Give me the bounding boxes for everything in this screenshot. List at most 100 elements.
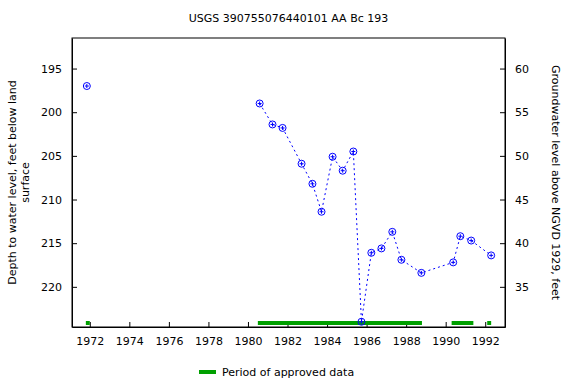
marker-cross	[419, 271, 423, 275]
x-tick: 1978	[195, 322, 223, 348]
y2-tick: 50	[500, 150, 529, 163]
marker-cross	[369, 251, 373, 255]
marker-circle	[468, 237, 475, 244]
y2-tick: 45	[500, 194, 529, 207]
data-point	[398, 256, 405, 263]
x-tick-mark	[248, 322, 249, 327]
approved-period	[487, 321, 491, 325]
data-point	[450, 259, 457, 266]
marker-circle	[368, 249, 375, 256]
data-point	[389, 228, 396, 235]
data-point	[279, 124, 286, 131]
y2-tick: 60	[500, 63, 529, 76]
x-tick-mark	[208, 322, 209, 327]
y-tick-mark	[72, 112, 77, 113]
data-point	[488, 252, 495, 259]
x-tick-label: 1984	[314, 335, 342, 348]
marker-circle	[256, 100, 263, 107]
data-point	[457, 233, 464, 240]
marker-circle	[318, 208, 325, 215]
marker-cross	[281, 126, 285, 130]
y-axis-title: Depth to water level, feet below land	[6, 80, 19, 285]
data-point	[378, 245, 385, 252]
x-tick: 1982	[274, 322, 302, 348]
marker-cross	[469, 239, 473, 243]
marker-cross	[458, 234, 462, 238]
marker-circle	[488, 252, 495, 259]
marker-cross	[320, 210, 324, 214]
approved-period	[86, 321, 90, 325]
y-tick: 220	[41, 281, 77, 294]
marker-circle	[350, 148, 357, 155]
y2-tick-mark	[500, 112, 505, 113]
y-axis-line	[72, 39, 73, 328]
y-axis-title: surface	[19, 162, 32, 203]
y-tick-mark	[72, 243, 77, 244]
legend-swatch	[199, 370, 216, 374]
x-tick: 1980	[234, 322, 262, 348]
x-tick: 1984	[314, 322, 342, 348]
x-tick: 1972	[76, 322, 104, 348]
y2-tick-mark	[500, 287, 505, 288]
marker-cross	[489, 253, 493, 257]
marker-cross	[351, 150, 355, 154]
x-tick: 1988	[393, 322, 421, 348]
data-point	[256, 100, 263, 107]
approved-period	[258, 321, 422, 325]
x-tick: 1986	[353, 322, 381, 348]
marker-cross	[270, 122, 274, 126]
marker-cross	[399, 258, 403, 262]
y-tick-mark	[72, 69, 77, 70]
y2-tick: 40	[500, 237, 529, 250]
data-point	[350, 148, 357, 155]
y-tick-mark	[72, 200, 77, 201]
y-tick-label: 215	[41, 237, 62, 250]
data-point	[318, 208, 325, 215]
y2-tick-label: 50	[515, 150, 529, 163]
x-tick-label: 1988	[393, 335, 421, 348]
y2-axis-line	[505, 39, 506, 328]
x-tick-mark	[129, 322, 130, 327]
marker-cross	[258, 101, 262, 105]
y2-tick-mark	[500, 243, 505, 244]
y-tick: 205	[41, 150, 77, 163]
marker-cross	[300, 162, 304, 166]
y2-tick: 55	[500, 106, 529, 119]
marker-circle	[457, 233, 464, 240]
x-tick-label: 1976	[155, 335, 183, 348]
y-tick: 200	[41, 106, 77, 119]
y2-tick-label: 40	[515, 237, 529, 250]
x-tick-label: 1992	[472, 335, 500, 348]
data-point	[329, 153, 336, 160]
x-axis-line	[73, 327, 506, 328]
marker-circle	[329, 153, 336, 160]
title: USGS 390755076440101 AA Bc 193	[189, 12, 388, 25]
marker-cross	[390, 230, 394, 234]
plot-area	[83, 83, 494, 326]
x-tick-label: 1978	[195, 335, 223, 348]
marker-circle	[378, 245, 385, 252]
y2-tick-mark	[500, 200, 505, 201]
marker-circle	[309, 180, 316, 187]
marker-cross	[379, 246, 383, 250]
marker-circle	[269, 121, 276, 128]
y-tick: 195	[41, 63, 77, 76]
y-tick-mark	[72, 287, 77, 288]
x-tick-mark	[90, 322, 91, 327]
y-tick-label: 205	[41, 150, 62, 163]
y2-axis-title: Groundwater level above NGVD 1929, feet	[549, 65, 562, 301]
legend-label: Period of approved data	[222, 366, 354, 379]
marker-cross	[85, 84, 89, 88]
marker-cross	[451, 260, 455, 264]
y2-tick: 35	[500, 281, 529, 294]
marker-circle	[418, 269, 425, 276]
y2-tick-label: 60	[515, 63, 529, 76]
y2-tick-label: 35	[515, 281, 529, 294]
x-axis: 1972197419761978198019821984198619881990…	[73, 322, 506, 348]
y2-tick-label: 45	[515, 194, 529, 207]
y2-tick-mark	[500, 156, 505, 157]
x-tick: 1992	[472, 322, 500, 348]
y2-axis: 35 40 45 50 55 60	[500, 39, 529, 328]
marker-cross	[359, 320, 363, 324]
x-tick-mark	[485, 322, 486, 327]
